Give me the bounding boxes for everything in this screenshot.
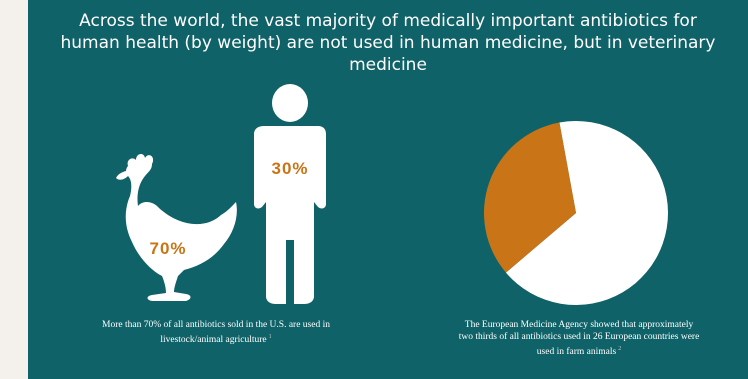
pie-slice-0 (505, 121, 669, 306)
left-caption-reference: 1 (268, 334, 272, 340)
right-caption-line-1: The European Medicine Agency showed that… (464, 320, 694, 330)
infographic-title: Across the world, the vast majority of m… (28, 10, 748, 76)
right-caption: The European Medicine Agency showed that… (410, 319, 748, 358)
pie-slice-1 (484, 122, 576, 273)
right-caption-reference: 2 (618, 346, 622, 352)
pie-chart (484, 121, 669, 306)
title-line-2: human health (by weight) are not used in… (60, 33, 716, 53)
illustration-canvas: 70% 30% (116, 84, 669, 306)
left-caption-line-2: livestock/animal agriculture (160, 335, 267, 346)
title-line-1: Across the world, the vast majority of m… (79, 11, 697, 31)
right-caption-line-2: two thirds of all antibiotics used in 26… (458, 332, 700, 342)
chicken-percent-label: 70% (149, 239, 186, 258)
person-percent-label: 30% (271, 159, 308, 178)
left-caption-line-1: More than 70% of all antibiotics sold in… (102, 320, 330, 330)
left-caption: More than 70% of all antibiotics sold in… (56, 319, 376, 346)
title-line-3: medicine (349, 55, 427, 75)
right-caption-line-3: used in farm animals (536, 347, 617, 358)
infographic-panel: Across the world, the vast majority of m… (28, 0, 748, 379)
person-icon (254, 84, 326, 304)
chicken-icon (116, 154, 237, 301)
